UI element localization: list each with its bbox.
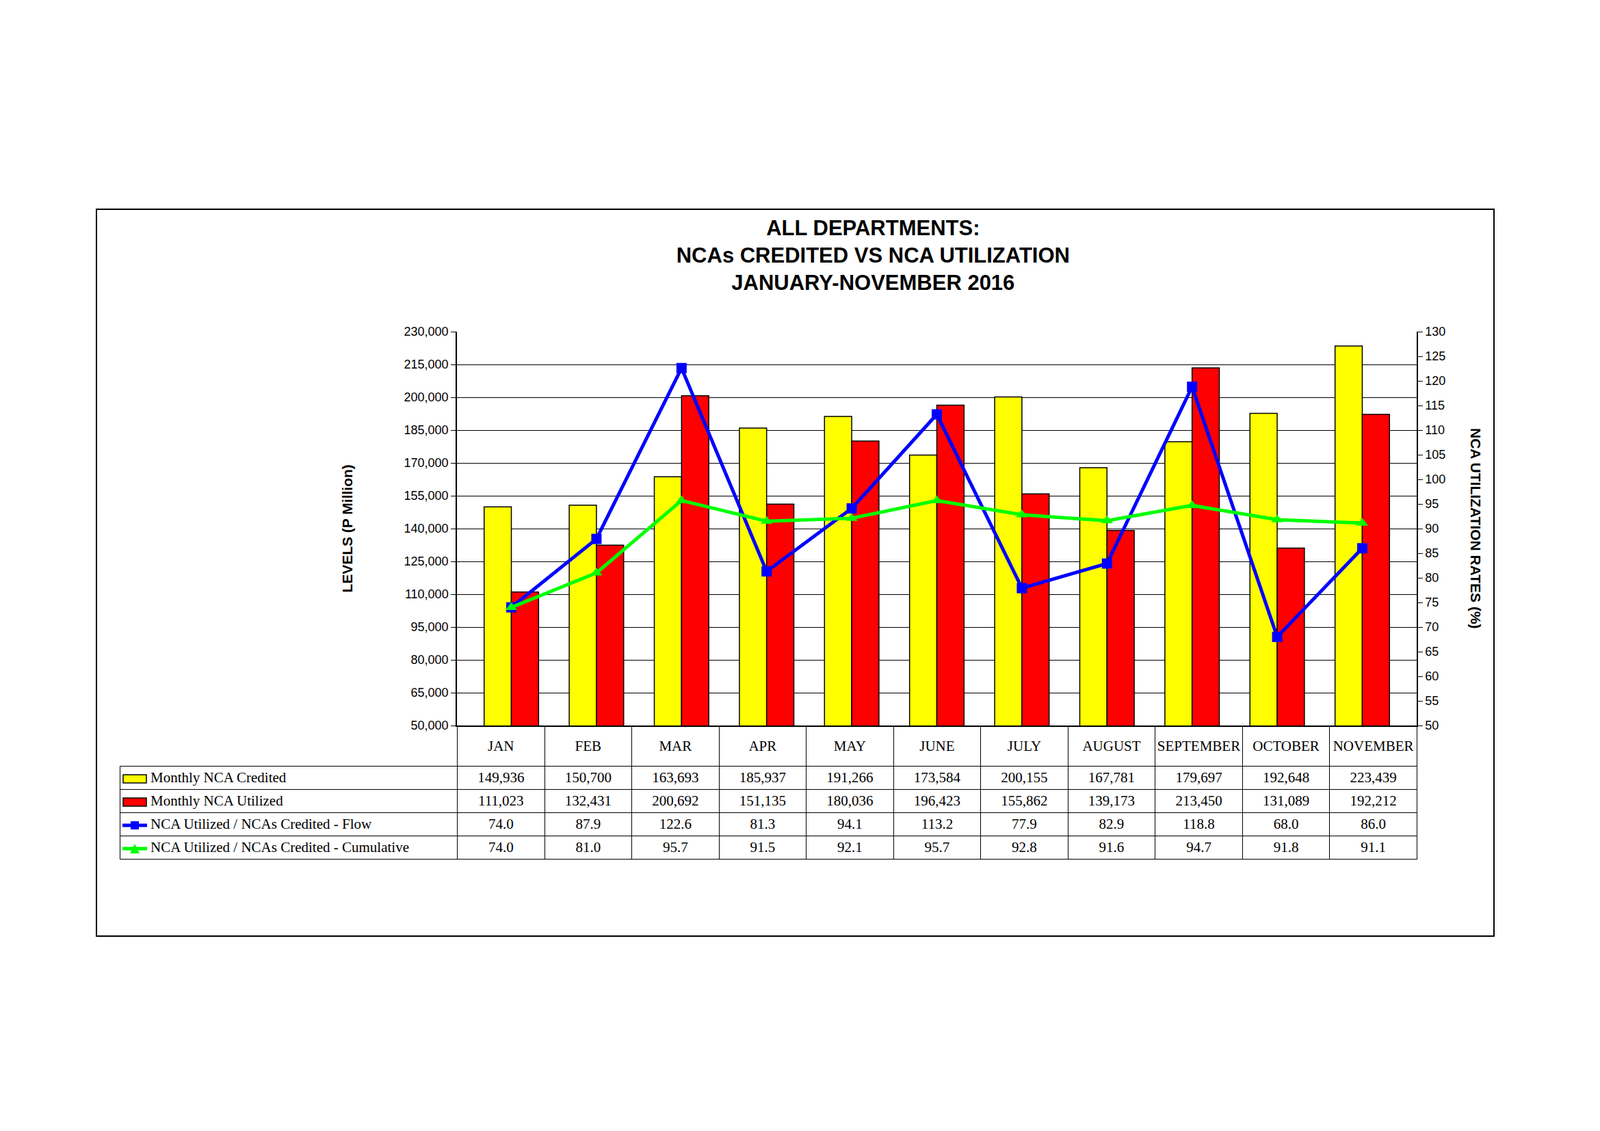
- html-text:91.8: 91.8: [1273, 839, 1299, 856]
- html-text:91.1: 91.1: [1360, 839, 1386, 856]
- html-text:77.9: 77.9: [1011, 816, 1037, 833]
- html-text:132,431: 132,431: [564, 792, 612, 810]
- html-text:92.8: 92.8: [1011, 839, 1037, 856]
- html-text:94.1: 94.1: [837, 816, 863, 833]
- html-text:82.9: 82.9: [1098, 816, 1125, 833]
- html-text:FEB: FEB: [574, 738, 602, 755]
- html-text:196,423: 196,423: [913, 792, 961, 810]
- html-text:NOVEMBER: NOVEMBER: [1333, 738, 1414, 755]
- html-text:192,212: 192,212: [1349, 792, 1397, 810]
- svg-text:50: 50: [1424, 718, 1439, 733]
- svg-text:215,000: 215,000: [404, 357, 449, 372]
- svg-text:140,000: 140,000: [404, 521, 449, 536]
- svg-text:80,000: 80,000: [411, 653, 449, 667]
- html-text:95.7: 95.7: [924, 839, 950, 856]
- html-text:149,936: 149,936: [477, 769, 525, 786]
- html-text:86.0: 86.0: [1360, 816, 1386, 833]
- html-text:NCA Utilized / NCAs Credited -: NCA Utilized / NCAs Credited - Cumulativ…: [150, 839, 410, 856]
- svg-text:100: 100: [1424, 472, 1446, 487]
- html-text:95.7: 95.7: [662, 839, 688, 856]
- html-text:92.1: 92.1: [837, 839, 863, 856]
- html-text:118.8: 118.8: [1182, 816, 1215, 833]
- html-text:81.0: 81.0: [575, 839, 601, 856]
- html-text:179,697: 179,697: [1175, 769, 1223, 786]
- html-text:AUGUST: AUGUST: [1082, 738, 1141, 755]
- svg-text:50,000: 50,000: [411, 718, 449, 733]
- html-text:155,862: 155,862: [1000, 792, 1048, 810]
- html-text:NCA Utilized / NCAs Credited -: NCA Utilized / NCAs Credited - Flow: [150, 816, 372, 833]
- svg-text:60: 60: [1424, 669, 1439, 684]
- html-text:87.9: 87.9: [575, 816, 601, 833]
- html-text:139,173: 139,173: [1088, 792, 1135, 810]
- html-text:74.0: 74.0: [488, 816, 514, 833]
- svg-text:85: 85: [1424, 546, 1439, 561]
- svg-text:120: 120: [1424, 374, 1446, 388]
- svg-text:65: 65: [1424, 645, 1439, 659]
- svg-text:LEVELS (P Million): LEVELS (P Million): [339, 464, 356, 593]
- svg-text:125,000: 125,000: [404, 554, 449, 569]
- svg-text:185,000: 185,000: [404, 423, 449, 438]
- html-text:151,135: 151,135: [739, 792, 786, 810]
- html-text:167,781: 167,781: [1088, 769, 1135, 786]
- html-text:JUNE: JUNE: [919, 738, 955, 755]
- html-text:113.2: 113.2: [921, 816, 954, 833]
- html-text:200,155: 200,155: [1000, 769, 1048, 786]
- svg-text:155,000: 155,000: [404, 489, 449, 503]
- html-text:JULY: JULY: [1007, 738, 1042, 755]
- html-text:MAY: MAY: [833, 738, 866, 755]
- svg-text:NCA UTILIZATION RATES (%): NCA UTILIZATION RATES (%): [1467, 428, 1484, 630]
- html-text:91.5: 91.5: [750, 839, 776, 856]
- svg-text:110,000: 110,000: [404, 587, 449, 602]
- svg-text:55: 55: [1424, 694, 1439, 708]
- svg-text:65,000: 65,000: [411, 686, 449, 700]
- html-text:Monthly NCA Credited: Monthly NCA Credited: [150, 769, 287, 786]
- svg-text:95: 95: [1424, 497, 1439, 511]
- html-text:180,036: 180,036: [826, 792, 874, 810]
- svg-text:ALL DEPARTMENTS:NCAs CREDITED: ALL DEPARTMENTS:NCAs CREDITED VS NCA UTI…: [676, 216, 1070, 296]
- html-text:MAR: MAR: [659, 738, 692, 755]
- html-text:191,266: 191,266: [826, 769, 874, 786]
- html-text:81.3: 81.3: [750, 816, 776, 833]
- html-text:Monthly NCA Utilized: Monthly NCA Utilized: [150, 792, 283, 810]
- html-text:131,089: 131,089: [1262, 792, 1310, 810]
- svg-text:125: 125: [1424, 349, 1446, 364]
- svg-text:170,000: 170,000: [404, 456, 449, 470]
- html-text:213,450: 213,450: [1175, 792, 1223, 810]
- html-text:94.7: 94.7: [1186, 839, 1212, 856]
- svg-text:105: 105: [1424, 448, 1446, 462]
- svg-text:75: 75: [1424, 595, 1439, 610]
- html-text:74.0: 74.0: [488, 839, 514, 856]
- html-text:185,937: 185,937: [739, 769, 786, 786]
- html-text:223,439: 223,439: [1349, 769, 1397, 786]
- html-text:91.6: 91.6: [1098, 839, 1125, 856]
- html-text:163,693: 163,693: [652, 769, 699, 786]
- html-text:173,584: 173,584: [913, 769, 961, 786]
- svg-text:230,000: 230,000: [404, 324, 449, 339]
- svg-text:200,000: 200,000: [404, 390, 449, 405]
- html-text:200,692: 200,692: [652, 792, 699, 810]
- svg-text:80: 80: [1424, 571, 1439, 585]
- svg-text:95,000: 95,000: [411, 620, 449, 635]
- html-text:150,700: 150,700: [564, 769, 612, 786]
- html-text:68.0: 68.0: [1273, 816, 1299, 833]
- svg-text:130: 130: [1424, 324, 1446, 339]
- svg-text:90: 90: [1424, 521, 1439, 536]
- svg-text:70: 70: [1424, 620, 1439, 635]
- html-text:122.6: 122.6: [659, 816, 692, 833]
- svg-text:110: 110: [1424, 423, 1445, 438]
- html-text:OCTOBER: OCTOBER: [1252, 738, 1320, 755]
- html-text:APR: APR: [748, 738, 777, 755]
- html-text:JAN: JAN: [487, 738, 515, 755]
- html-text:111,023: 111,023: [478, 792, 524, 810]
- html-text:192,648: 192,648: [1262, 769, 1310, 786]
- html-text:SEPTEMBER: SEPTEMBER: [1157, 738, 1241, 755]
- svg-text:115: 115: [1424, 398, 1445, 413]
